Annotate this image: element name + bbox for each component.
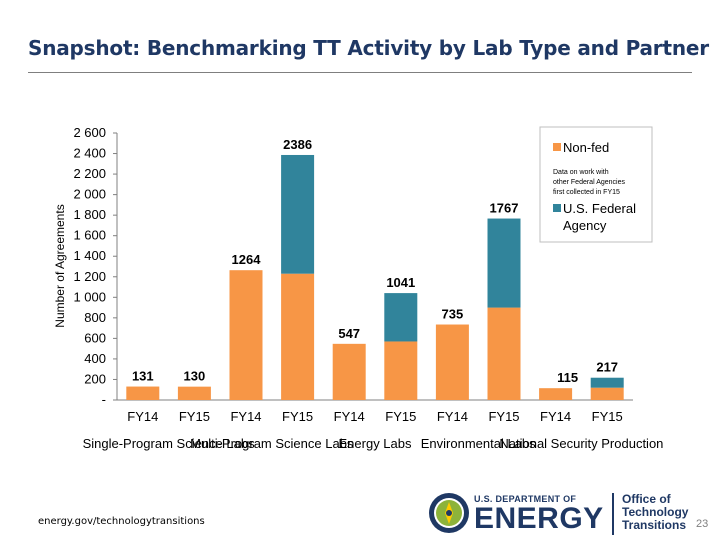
x-group-label: Energy Labs (339, 436, 412, 451)
x-tick-label: FY15 (179, 409, 210, 424)
x-tick-label: FY14 (334, 409, 365, 424)
x-group-label: Environmental Labs (421, 436, 536, 451)
bar-total-label: 1041 (386, 275, 415, 290)
office-line-2: Technology (622, 505, 689, 519)
bar-nonfed (539, 388, 573, 400)
y-tick-label: 400 (84, 351, 106, 366)
x-tick-label: FY14 (127, 409, 158, 424)
bar-nonfed (126, 386, 160, 400)
y-tick-label: 1 800 (73, 207, 106, 222)
x-group-label: Multi-Program Science Labs (190, 436, 354, 451)
doe-seal-icon (429, 493, 469, 533)
y-tick-label: 2 200 (73, 166, 106, 181)
legend-label-nonfed: Non-fed (563, 140, 609, 155)
y-tick-label: 600 (84, 330, 106, 345)
y-tick-label: 1 600 (73, 228, 106, 243)
x-group-label: Single-Program Science Labs (83, 436, 255, 451)
page-number: 23 (696, 518, 709, 530)
bar-federal (590, 377, 624, 388)
bar-total-label: 735 (442, 307, 464, 322)
bar-total-label: 1767 (490, 201, 519, 216)
y-tick-label: 800 (84, 310, 106, 325)
y-tick-label: 1 200 (73, 269, 106, 284)
x-tick-label: FY14 (230, 409, 261, 424)
doe-energy-word: ENERGY (474, 502, 604, 535)
x-tick-label: FY15 (488, 409, 519, 424)
legend-swatch-federal (553, 204, 561, 212)
office-line-1: Office of (622, 492, 671, 506)
y-tick-label: 1 400 (73, 248, 106, 263)
x-tick-label: FY14 (437, 409, 468, 424)
bar-nonfed (177, 386, 211, 400)
bar-total-label: 130 (184, 369, 206, 384)
x-tick-label: FY15 (592, 409, 623, 424)
office-name: Office of Technology Transitions (622, 493, 688, 532)
bar-nonfed (435, 324, 469, 400)
bar-nonfed (590, 387, 624, 400)
bar-federal (281, 154, 315, 274)
legend-note: other Federal Agencies (553, 179, 625, 186)
bar-nonfed (229, 270, 263, 400)
stacked-bar-chart: - 200 400 600 800 1 000 1 200 1 400 1 600 1 800 2 … (53, 125, 663, 451)
x-tick-label: FY15 (282, 409, 313, 424)
legend-label-federal: U.S. Federal (563, 201, 636, 216)
bar-federal (384, 293, 418, 342)
bar-total-label: 1264 (232, 252, 262, 267)
bar-nonfed (384, 341, 418, 400)
bar-nonfed (332, 343, 366, 400)
y-axis-title: Number of Agreements (53, 204, 67, 327)
y-tick-label: 2 400 (73, 146, 106, 161)
x-tick-label: FY15 (385, 409, 416, 424)
x-tick-label: FY14 (540, 409, 571, 424)
x-group-label: National Security Production (499, 436, 663, 451)
legend-note: Data on work with (553, 169, 609, 176)
y-tick-label: 2 600 (73, 125, 106, 140)
bar-total-label: 115 (557, 370, 578, 385)
bar-total-label: 217 (596, 360, 618, 375)
doe-wordmark: U.S. DEPARTMENT OF ENERGY (474, 494, 604, 534)
legend-label-federal: Agency (563, 218, 607, 233)
logo-divider (612, 493, 614, 535)
page-title: Snapshot: Benchmarking TT Activity by La… (28, 36, 709, 60)
legend-swatch-nonfed (553, 143, 561, 151)
office-line-3: Transitions (622, 518, 687, 532)
title-rule (28, 72, 692, 73)
y-tick-label: - (102, 392, 106, 407)
y-tick-label: 1 000 (73, 289, 106, 304)
bar-nonfed (487, 307, 521, 400)
y-tick-label: 200 (84, 371, 106, 386)
bar-nonfed (281, 273, 315, 400)
bar-total-label: 2386 (283, 137, 312, 152)
bar-total-label: 547 (338, 326, 360, 341)
doe-dept-line: U.S. DEPARTMENT OF (474, 494, 577, 504)
y-tick-label: 2 000 (73, 187, 106, 202)
bar-total-label: 131 (132, 369, 154, 384)
legend-note: first collected in FY15 (553, 189, 620, 196)
bar-federal (487, 218, 521, 308)
footer-url[interactable]: energy.gov/technologytransitions (38, 516, 205, 527)
